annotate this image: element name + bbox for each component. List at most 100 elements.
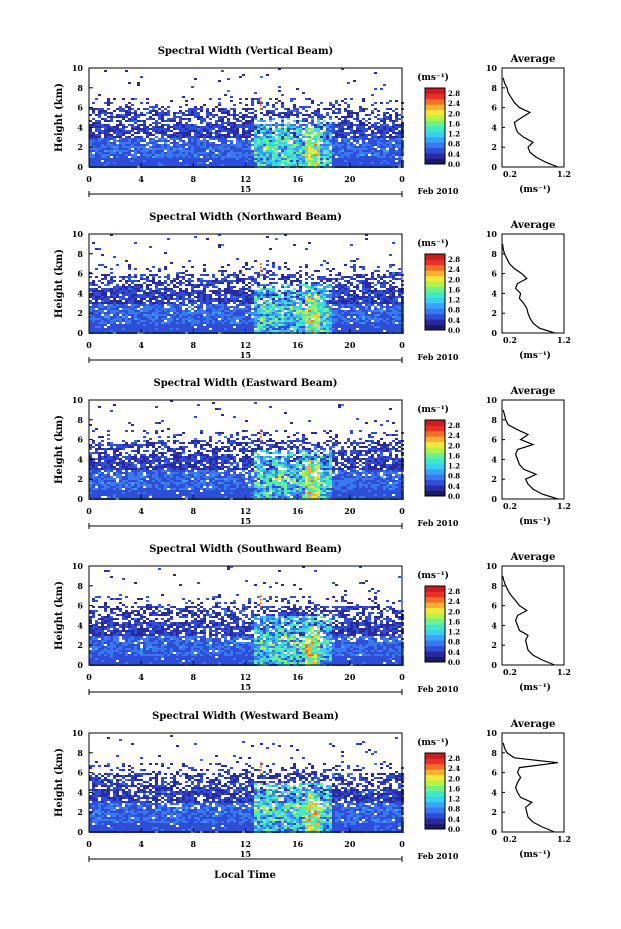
heatmap-cell (392, 140, 395, 142)
heatmap-cell (260, 316, 263, 318)
heatmap-cell (215, 164, 218, 166)
heatmap-cell (362, 292, 365, 294)
heatmap-cell (224, 116, 227, 118)
heatmap-cell (89, 160, 92, 162)
heatmap-cell (191, 318, 194, 320)
heatmap-cell (299, 276, 302, 278)
heatmap-cell (236, 316, 239, 318)
heatmap-cell (176, 138, 179, 140)
heatmap-cell (377, 266, 380, 268)
heatmap-cell (113, 306, 116, 308)
heatmap-cell (254, 142, 257, 144)
heatmap-cell (260, 126, 263, 128)
heatmap-cell (350, 312, 353, 314)
heatmap-cell (362, 308, 365, 310)
heatmap-cell (170, 136, 173, 138)
heatmap-cell (230, 148, 233, 150)
heatmap-cell (344, 290, 347, 292)
heatmap-cell (101, 164, 104, 166)
heatmap-cell (335, 312, 338, 314)
heatmap-cell (299, 148, 302, 150)
heatmap-cell (368, 296, 371, 298)
heatmap-cell (140, 130, 143, 132)
heatmap-cell (350, 260, 353, 262)
heatmap-cell (311, 320, 314, 322)
heatmap-cell (203, 162, 206, 164)
heatmap-cell (275, 134, 278, 136)
heatmap-cell (326, 112, 329, 114)
heatmap-cell (194, 322, 197, 324)
heatmap-cell (254, 146, 257, 148)
heatmap-cell (218, 304, 221, 306)
heatmap-cell (170, 308, 173, 310)
heatmap-cell (209, 114, 212, 116)
heatmap-cell (326, 148, 329, 150)
heatmap-cell (347, 288, 350, 290)
heatmap-cell (389, 296, 392, 298)
heatmap-cell (278, 160, 281, 162)
heatmap-cell (386, 152, 389, 154)
heatmap-cell (239, 124, 242, 126)
heatmap-cell (368, 160, 371, 162)
heatmap-cell (140, 302, 143, 304)
heatmap-cell (221, 316, 224, 318)
heatmap-cell (335, 148, 338, 150)
heatmap-cell (197, 118, 200, 120)
heatmap-cell (263, 300, 266, 302)
heatmap-cell (248, 122, 251, 124)
heatmap-cell (224, 278, 227, 280)
heatmap-cell (356, 304, 359, 306)
heatmap-cell (272, 306, 275, 308)
heatmap-cell (164, 310, 167, 312)
heatmap-cell (92, 280, 95, 282)
heatmap-cell (323, 148, 326, 150)
heatmap-cell (200, 278, 203, 280)
heatmap-cell (218, 316, 221, 318)
heatmap-cell (302, 320, 305, 322)
heatmap-cell (155, 300, 158, 302)
heatmap-cell (356, 126, 359, 128)
heatmap-cell (359, 136, 362, 138)
heatmap-cell (104, 152, 107, 154)
heatmap-cell (119, 158, 122, 160)
heatmap-cell (143, 312, 146, 314)
heatmap-cell (320, 164, 323, 166)
heatmap-cell (95, 310, 98, 312)
heatmap-cell (89, 142, 92, 144)
heatmap-cell (365, 284, 368, 286)
heatmap-cell (245, 124, 248, 126)
heatmap-cell (122, 118, 125, 120)
heatmap-cell (158, 128, 161, 130)
heatmap-cell (209, 304, 212, 306)
heatmap-cell (218, 294, 221, 296)
heatmap-cell (227, 162, 230, 164)
heatmap-cell (293, 320, 296, 322)
heatmap-cell (134, 120, 137, 122)
heatmap-cell (278, 90, 281, 92)
heatmap-cell (161, 322, 164, 324)
heatmap-cell (176, 318, 179, 320)
heatmap-cell (146, 310, 149, 312)
heatmap-cell (332, 124, 335, 126)
heatmap-cell (365, 316, 368, 318)
heatmap-cell (389, 254, 392, 256)
heatmap-cell (107, 100, 110, 102)
heatmap-cell (398, 126, 401, 128)
heatmap-cell (209, 300, 212, 302)
heatmap-cell (116, 130, 119, 132)
heatmap-cell (326, 284, 329, 286)
heatmap-cell (284, 130, 287, 132)
heatmap-cell (206, 116, 209, 118)
colorbar-swatch (425, 126, 445, 132)
heatmap-cell (326, 280, 329, 282)
heatmap-cell (218, 154, 221, 156)
heatmap-cell (308, 314, 311, 316)
heatmap-cell (134, 112, 137, 114)
heatmap-cell (200, 152, 203, 154)
heatmap-cell (125, 148, 128, 150)
heatmap-cell (380, 286, 383, 288)
heatmap-cell (398, 146, 401, 148)
heatmap-cell (242, 296, 245, 298)
heatmap-cell (191, 152, 194, 154)
